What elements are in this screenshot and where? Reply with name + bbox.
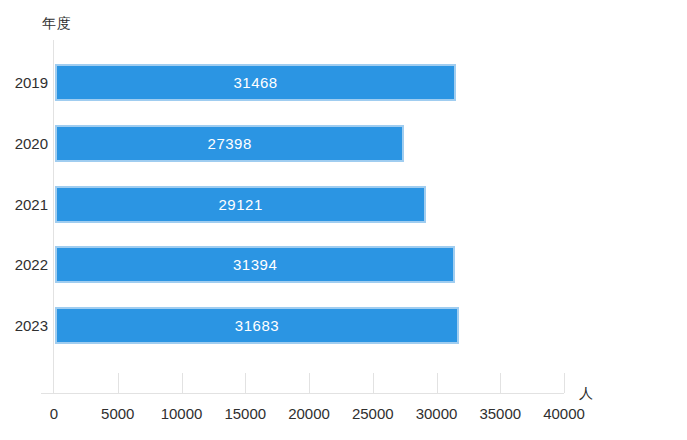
y-tick-label: 2019 — [4, 74, 48, 91]
x-tick-label: 25000 — [352, 405, 394, 422]
chart-container: 年度 3146820192739820202912120213139420223… — [0, 0, 687, 440]
bar-2023: 31683 — [55, 307, 459, 344]
x-tick — [373, 373, 374, 393]
bar-value-label: 31468 — [233, 74, 277, 91]
x-tick — [437, 373, 438, 393]
x-tick — [309, 373, 310, 393]
x-tick-label: 35000 — [479, 405, 521, 422]
y-tick-label: 2023 — [4, 317, 48, 334]
bar-2020: 27398 — [55, 125, 404, 162]
x-tick — [245, 373, 246, 393]
x-tick-label: 15000 — [224, 405, 266, 422]
y-tick-label: 2020 — [4, 135, 48, 152]
y-axis-title: 年度 — [42, 15, 72, 33]
plot-area: 3146820192739820202912120213139420223168… — [53, 40, 564, 393]
x-tick-label: 0 — [50, 405, 58, 422]
x-tick — [500, 373, 501, 393]
x-tick-label: 5000 — [101, 405, 134, 422]
bar-value-label: 31394 — [233, 256, 277, 273]
bar-2021: 29121 — [55, 186, 426, 223]
bar-2019: 31468 — [55, 64, 456, 101]
bar-value-label: 31683 — [235, 317, 279, 334]
bar-2022: 31394 — [55, 246, 455, 283]
bar-value-label: 27398 — [208, 135, 252, 152]
x-tick-label: 30000 — [416, 405, 458, 422]
x-tick-label: 20000 — [288, 405, 330, 422]
x-tick — [118, 373, 119, 393]
x-axis-unit-label: 人 — [579, 385, 593, 403]
x-tick — [182, 373, 183, 393]
y-tick-label: 2021 — [4, 196, 48, 213]
x-axis-line — [41, 393, 564, 394]
bar-value-label: 29121 — [219, 196, 263, 213]
y-tick-label: 2022 — [4, 256, 48, 273]
x-tick-label: 10000 — [161, 405, 203, 422]
x-tick — [564, 373, 565, 393]
x-tick-label: 40000 — [543, 405, 585, 422]
